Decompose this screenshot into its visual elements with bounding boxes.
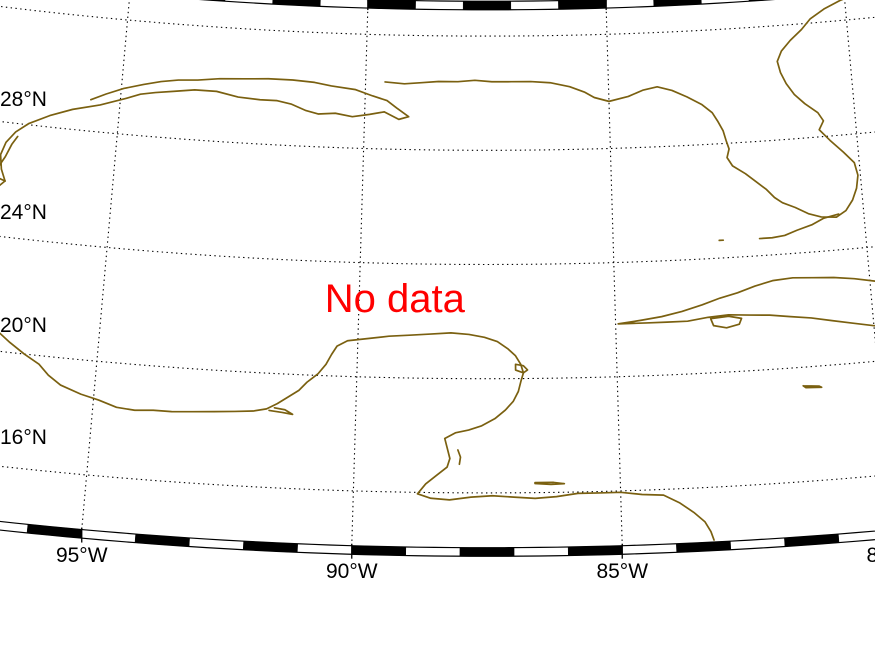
lat-tick-label-20n: 20°N — [0, 313, 47, 337]
coastline-layer — [0, 0, 875, 541]
no-data-annotation: No data — [324, 277, 465, 322]
tick-marks — [81, 0, 623, 559]
lon-tick-label-95w: 95°W — [55, 543, 108, 567]
lon-tick-label-90w: 90°W — [325, 559, 378, 583]
graticule-layer — [0, 0, 875, 546]
lon-tick-label-85w: 85°W — [596, 559, 649, 583]
lon-tick-label-80w: 80°W — [866, 543, 875, 567]
map-frame — [0, 0, 875, 557]
lat-tick-label-28n: 28°N — [0, 87, 47, 111]
lat-tick-label-16n: 16°N — [0, 426, 47, 450]
lat-tick-label-24n: 24°N — [0, 200, 47, 224]
